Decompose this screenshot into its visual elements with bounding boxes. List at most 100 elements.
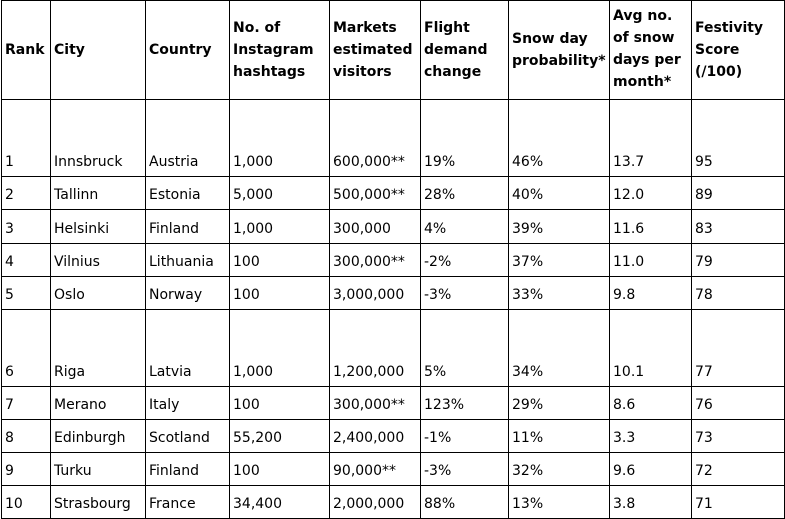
header-festivity-score: Festivity Score (/100) <box>691 0 785 100</box>
cell-snow-days: 10.1 <box>609 309 692 387</box>
cell-festivity-score: 76 <box>691 386 785 420</box>
cell-flight-demand: 28% <box>420 176 509 210</box>
cell-snow-probability: 33% <box>508 276 610 310</box>
cell-city: Strasbourg <box>50 485 146 519</box>
cell-snow-probability: 34% <box>508 309 610 387</box>
header-city: City <box>50 0 146 100</box>
cell-festivity-score: 73 <box>691 419 785 453</box>
table-row: 2 Tallinn Estonia 5,000 500,000** 28% 40… <box>1 176 785 210</box>
cell-city: Innsbruck <box>50 99 146 177</box>
cell-festivity-score: 77 <box>691 309 785 387</box>
cell-country: Lithuania <box>145 243 230 277</box>
cell-snow-probability: 32% <box>508 452 610 486</box>
cell-snow-probability: 13% <box>508 485 610 519</box>
cell-hashtags: 55,200 <box>229 419 330 453</box>
cell-visitors: 300,000 <box>329 209 421 244</box>
cell-hashtags: 34,400 <box>229 485 330 519</box>
cell-hashtags: 100 <box>229 452 330 486</box>
cell-country: France <box>145 485 230 519</box>
cell-snow-days: 3.3 <box>609 419 692 453</box>
cell-snow-probability: 39% <box>508 209 610 244</box>
cell-hashtags: 1,000 <box>229 309 330 387</box>
cell-flight-demand: 123% <box>420 386 509 420</box>
cell-snow-probability: 11% <box>508 419 610 453</box>
cell-snow-days: 9.8 <box>609 276 692 310</box>
cell-festivity-score: 79 <box>691 243 785 277</box>
table-row: 6 Riga Latvia 1,000 1,200,000 5% 34% 10.… <box>1 309 785 387</box>
cell-hashtags: 5,000 <box>229 176 330 210</box>
cell-festivity-score: 72 <box>691 452 785 486</box>
cell-snow-days: 8.6 <box>609 386 692 420</box>
table-row: 3 Helsinki Finland 1,000 300,000 4% 39% … <box>1 209 785 244</box>
cell-snow-days: 11.6 <box>609 209 692 244</box>
table-row: 10 Strasbourg France 34,400 2,000,000 88… <box>1 485 785 519</box>
cell-visitors: 2,000,000 <box>329 485 421 519</box>
cell-snow-days: 13.7 <box>609 99 692 177</box>
header-rank: Rank <box>1 0 51 100</box>
header-country: Country <box>145 0 230 100</box>
cell-hashtags: 100 <box>229 386 330 420</box>
cell-hashtags: 100 <box>229 276 330 310</box>
table-row: 7 Merano Italy 100 300,000** 123% 29% 8.… <box>1 386 785 420</box>
cell-country: Finland <box>145 452 230 486</box>
table-row: 5 Oslo Norway 100 3,000,000 -3% 33% 9.8 … <box>1 276 785 310</box>
cell-festivity-score: 78 <box>691 276 785 310</box>
cell-snow-probability: 37% <box>508 243 610 277</box>
cell-flight-demand: -2% <box>420 243 509 277</box>
cell-city: Helsinki <box>50 209 146 244</box>
cell-visitors: 300,000** <box>329 386 421 420</box>
cell-country: Finland <box>145 209 230 244</box>
cell-festivity-score: 83 <box>691 209 785 244</box>
cell-snow-days: 9.6 <box>609 452 692 486</box>
cell-hashtags: 1,000 <box>229 99 330 177</box>
table-row: 9 Turku Finland 100 90,000** -3% 32% 9.6… <box>1 452 785 486</box>
cell-country: Norway <box>145 276 230 310</box>
cell-city: Tallinn <box>50 176 146 210</box>
cell-city: Oslo <box>50 276 146 310</box>
header-instagram-hashtags: No. of Instagram hashtags <box>229 0 330 100</box>
cell-rank: 9 <box>1 452 51 486</box>
cell-rank: 7 <box>1 386 51 420</box>
header-flight-demand-change: Flight demand change <box>420 0 509 100</box>
cell-snow-days: 11.0 <box>609 243 692 277</box>
cell-rank: 3 <box>1 209 51 244</box>
cell-country: Scotland <box>145 419 230 453</box>
cell-snow-days: 12.0 <box>609 176 692 210</box>
cell-rank: 6 <box>1 309 51 387</box>
cell-visitors: 300,000** <box>329 243 421 277</box>
cell-rank: 4 <box>1 243 51 277</box>
cell-visitors: 1,200,000 <box>329 309 421 387</box>
cell-city: Riga <box>50 309 146 387</box>
cell-visitors: 2,400,000 <box>329 419 421 453</box>
cell-city: Vilnius <box>50 243 146 277</box>
cell-visitors: 90,000** <box>329 452 421 486</box>
cell-flight-demand: 88% <box>420 485 509 519</box>
cell-visitors: 600,000** <box>329 99 421 177</box>
cell-visitors: 3,000,000 <box>329 276 421 310</box>
cell-snow-probability: 29% <box>508 386 610 420</box>
cell-country: Italy <box>145 386 230 420</box>
cell-hashtags: 1,000 <box>229 209 330 244</box>
cell-flight-demand: -3% <box>420 452 509 486</box>
cell-visitors: 500,000** <box>329 176 421 210</box>
cell-city: Turku <box>50 452 146 486</box>
cell-snow-probability: 40% <box>508 176 610 210</box>
cell-rank: 2 <box>1 176 51 210</box>
cell-rank: 1 <box>1 99 51 177</box>
cell-festivity-score: 95 <box>691 99 785 177</box>
cell-country: Estonia <box>145 176 230 210</box>
cell-rank: 10 <box>1 485 51 519</box>
cell-festivity-score: 71 <box>691 485 785 519</box>
cell-rank: 8 <box>1 419 51 453</box>
cell-flight-demand: 4% <box>420 209 509 244</box>
cell-flight-demand: 19% <box>420 99 509 177</box>
table-row: 1 Innsbruck Austria 1,000 600,000** 19% … <box>1 99 785 177</box>
cell-rank: 5 <box>1 276 51 310</box>
cell-festivity-score: 89 <box>691 176 785 210</box>
header-snow-day-probability: Snow day probability* <box>508 0 610 100</box>
header-estimated-visitors: Markets estimated visitors <box>329 0 421 100</box>
cell-snow-days: 3.8 <box>609 485 692 519</box>
cell-flight-demand: 5% <box>420 309 509 387</box>
cell-country: Austria <box>145 99 230 177</box>
